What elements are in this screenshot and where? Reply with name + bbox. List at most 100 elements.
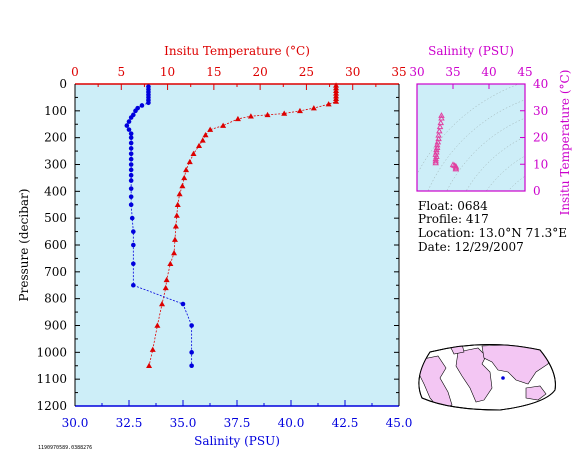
ts-point bbox=[435, 135, 442, 142]
temperature-point bbox=[190, 150, 197, 157]
ts-point bbox=[438, 112, 445, 118]
y-tick-label: 0 bbox=[59, 77, 67, 91]
salinity-point bbox=[128, 162, 134, 167]
top-axis-title: Insitu Temperature (°C) bbox=[164, 44, 310, 58]
temperature-point bbox=[183, 166, 190, 173]
location-text: Location: 13.0°N 71.3°E bbox=[418, 226, 568, 240]
bottom-tick-label: 40.0 bbox=[278, 416, 305, 430]
salinity-point bbox=[131, 229, 136, 234]
top-tick-label: 35 bbox=[391, 65, 406, 79]
salinity-point bbox=[126, 127, 132, 132]
temperature-point bbox=[247, 113, 254, 119]
inset-right-tick-label: 30 bbox=[533, 104, 548, 118]
ts-point bbox=[435, 131, 442, 138]
top-tick-label: 30 bbox=[345, 65, 360, 79]
top-tick-label: 15 bbox=[206, 65, 221, 79]
y-tick-label: 900 bbox=[44, 319, 67, 333]
temperature-point bbox=[333, 82, 340, 88]
salinity-point bbox=[128, 146, 134, 151]
bottom-tick-label: 37.5 bbox=[224, 416, 251, 430]
salinity-point bbox=[128, 167, 134, 173]
world-map bbox=[418, 343, 556, 411]
density-contour bbox=[515, 191, 587, 331]
salinity-point bbox=[124, 123, 130, 128]
temperature-point bbox=[234, 115, 241, 122]
ts-point bbox=[433, 141, 441, 148]
salinity-point bbox=[128, 131, 134, 136]
salinity-point bbox=[189, 350, 194, 355]
inset-plot-area bbox=[417, 84, 525, 191]
inset-right-tick-label: 0 bbox=[533, 184, 541, 198]
y-tick-label: 500 bbox=[44, 211, 67, 225]
temperature-point bbox=[333, 98, 340, 104]
inset-right-axis-title: Insitu Temperature (°C) bbox=[558, 70, 572, 216]
ts-point bbox=[452, 162, 460, 169]
footer-code: 1190970589.0388276 bbox=[38, 445, 93, 451]
temperature-point bbox=[181, 174, 188, 181]
top-tick-label: 10 bbox=[160, 65, 175, 79]
temperature-point bbox=[281, 110, 288, 116]
ts-point bbox=[452, 165, 460, 172]
salinity-point bbox=[126, 119, 132, 124]
salinity-point bbox=[128, 178, 134, 183]
temperature-point bbox=[186, 158, 193, 165]
temperature-point bbox=[163, 276, 170, 283]
inset-top-tick-label: 45 bbox=[517, 65, 532, 79]
salinity-point bbox=[131, 282, 136, 288]
ts-point bbox=[437, 119, 445, 126]
y-tick-label: 100 bbox=[44, 104, 67, 118]
temperature-point bbox=[171, 250, 178, 256]
y-tick-label: 1000 bbox=[36, 345, 67, 359]
y-tick-label: 1100 bbox=[36, 372, 67, 386]
inset-right-tick-label: 40 bbox=[533, 77, 548, 91]
map-outline bbox=[418, 343, 556, 411]
top-tick-label: 0 bbox=[71, 65, 79, 79]
y-tick-label: 400 bbox=[44, 184, 67, 198]
salinity-point bbox=[139, 103, 145, 108]
bottom-tick-label: 42.5 bbox=[332, 416, 359, 430]
salinity-point bbox=[131, 261, 136, 267]
temperature-point bbox=[162, 284, 169, 291]
land-americas bbox=[418, 355, 453, 410]
temperature-point bbox=[176, 191, 183, 197]
float-id-text: Float: 0684 bbox=[418, 199, 488, 213]
temperature-point bbox=[179, 182, 186, 189]
inset-right-tick-label: 10 bbox=[533, 157, 548, 171]
salinity-point bbox=[189, 363, 194, 369]
temperature-point bbox=[207, 126, 214, 132]
temperature-point bbox=[174, 201, 181, 207]
bottom-axis-title: Salinity (PSU) bbox=[194, 434, 280, 448]
salinity-point bbox=[133, 108, 138, 114]
temperature-point bbox=[171, 236, 178, 242]
salinity-point bbox=[180, 301, 186, 307]
bottom-tick-label: 32.5 bbox=[116, 416, 143, 430]
temperature-point bbox=[264, 111, 271, 118]
top-tick-label: 5 bbox=[117, 65, 125, 79]
temperature-point bbox=[220, 122, 227, 128]
profile-text: Profile: 417 bbox=[418, 212, 489, 226]
temperature-point bbox=[310, 105, 317, 111]
temperature-point bbox=[146, 362, 153, 368]
salinity-point bbox=[128, 135, 134, 140]
salinity-point bbox=[189, 323, 194, 328]
bottom-tick-label: 30.0 bbox=[62, 416, 89, 430]
map-land bbox=[418, 344, 551, 410]
bottom-tick-label: 45.0 bbox=[386, 416, 413, 430]
top-tick-label: 20 bbox=[253, 65, 268, 79]
map-float-marker bbox=[501, 376, 505, 380]
temperature-point bbox=[333, 93, 340, 99]
temperature-point bbox=[325, 101, 332, 107]
inset-top-tick-label: 30 bbox=[409, 65, 424, 79]
salinity-point bbox=[128, 202, 134, 208]
left-axis-title: Pressure (decibar) bbox=[17, 189, 31, 302]
salinity-point bbox=[128, 186, 134, 191]
temperature-point bbox=[196, 142, 203, 148]
y-tick-label: 600 bbox=[44, 238, 67, 252]
temperature-point bbox=[333, 87, 340, 93]
salinity-point bbox=[128, 151, 134, 157]
inset-top-tick-label: 35 bbox=[445, 65, 460, 79]
temperature-point bbox=[333, 85, 340, 91]
salinity-point bbox=[128, 194, 134, 199]
bottom-tick-label: 35.0 bbox=[170, 416, 197, 430]
